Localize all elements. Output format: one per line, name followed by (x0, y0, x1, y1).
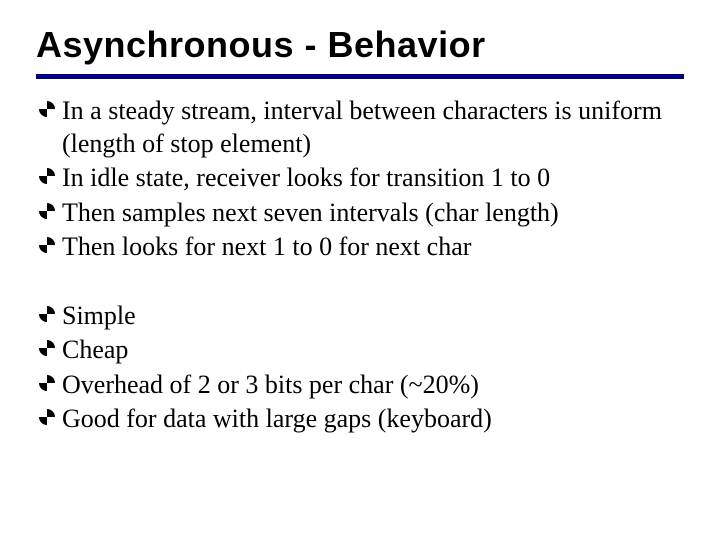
pinwheel-icon (36, 168, 58, 184)
slide-body: In a steady stream, interval between cha… (36, 95, 684, 436)
list-item: Simple (36, 300, 684, 333)
list-item-text: Overhead of 2 or 3 bits per char (~20%) (62, 369, 684, 402)
title-underline (36, 74, 684, 79)
list-item-text: Then looks for next 1 to 0 for next char (62, 231, 684, 264)
slide: Asynchronous - Behavior In a steady stre… (0, 0, 720, 540)
slide-title: Asynchronous - Behavior (36, 24, 684, 72)
list-item-text: Good for data with large gaps (keyboard) (62, 403, 684, 436)
list-item-text: Cheap (62, 334, 684, 367)
pinwheel-icon (36, 203, 58, 219)
pinwheel-icon (36, 101, 58, 117)
pinwheel-icon (36, 237, 58, 253)
pinwheel-icon (36, 375, 58, 391)
list-item-text: Then samples next seven intervals (char … (62, 197, 684, 230)
list-item-text: In idle state, receiver looks for transi… (62, 162, 684, 195)
list-item: In a steady stream, interval between cha… (36, 95, 684, 160)
list-item: Then looks for next 1 to 0 for next char (36, 231, 684, 264)
pinwheel-icon (36, 340, 58, 356)
list-item-text: In a steady stream, interval between cha… (62, 95, 684, 160)
pinwheel-icon (36, 306, 58, 322)
list-item: Then samples next seven intervals (char … (36, 197, 684, 230)
bullet-group: In a steady stream, interval between cha… (36, 95, 684, 264)
list-item: Cheap (36, 334, 684, 367)
list-item-text: Simple (62, 300, 684, 333)
list-item: Overhead of 2 or 3 bits per char (~20%) (36, 369, 684, 402)
pinwheel-icon (36, 409, 58, 425)
bullet-group: Simple Cheap Overhead of 2 or 3 bits per… (36, 300, 684, 436)
list-item: In idle state, receiver looks for transi… (36, 162, 684, 195)
list-item: Good for data with large gaps (keyboard) (36, 403, 684, 436)
